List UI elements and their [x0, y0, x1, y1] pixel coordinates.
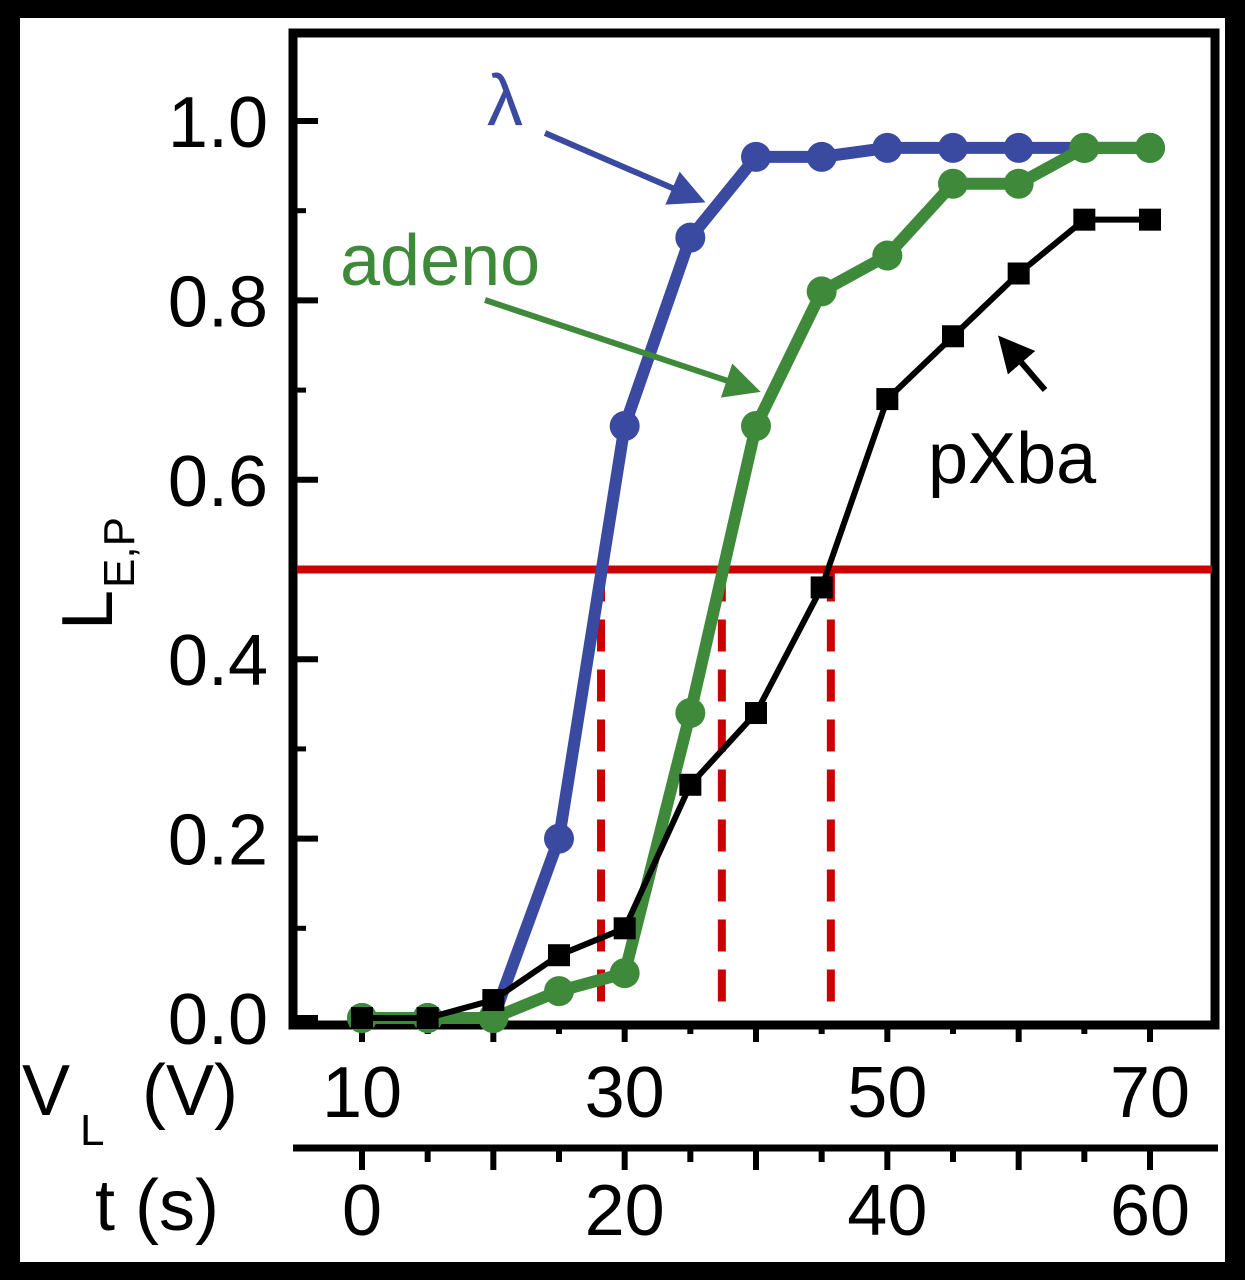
data-point: [544, 823, 574, 854]
data-point: [416, 1007, 439, 1029]
data-point: [810, 576, 833, 599]
secondary-axis-ticks: 0 20 40 60: [342, 1148, 1190, 1251]
y-tick-label: 0.0: [168, 980, 268, 1060]
data-point: [544, 976, 574, 1007]
x-tick-label: 30: [585, 1053, 665, 1133]
data-point: [1069, 132, 1100, 163]
data-point: [1007, 262, 1030, 285]
series-group: [347, 132, 1165, 1033]
y-tick-label: 1.0: [168, 83, 268, 163]
pxba-label: pXba: [928, 419, 1097, 499]
adeno-label: adeno: [340, 221, 540, 301]
secondary-axis-title: t (s): [95, 1166, 219, 1246]
x-axis-title-sub: L: [80, 1106, 104, 1155]
data-point: [942, 325, 964, 348]
x2-tick-label: 60: [1110, 1171, 1190, 1251]
data-point: [675, 222, 706, 253]
y-axis-title-sub: E,P: [95, 517, 144, 588]
data-point: [1139, 208, 1161, 231]
data-point: [1135, 132, 1165, 163]
data-point: [609, 410, 640, 441]
y-tick-label: 0.2: [168, 801, 268, 881]
pxba-arrow: [998, 335, 1048, 392]
data-point: [351, 1007, 373, 1029]
data-point: [938, 168, 968, 199]
x-axis-title-unit: (V): [142, 1051, 238, 1131]
x-axis-ticks: 10 30 50 70: [322, 1021, 1190, 1133]
x2-tick-label: 40: [847, 1171, 927, 1251]
lambda-label: λ: [487, 61, 523, 141]
x2-tick-label: 20: [585, 1171, 665, 1251]
data-point: [1003, 168, 1034, 199]
panel-background: [20, 18, 1225, 1262]
data-point: [745, 702, 767, 725]
data-point: [806, 141, 837, 172]
x-tick-label: 70: [1110, 1053, 1190, 1133]
data-point: [679, 773, 702, 796]
data-point: [872, 240, 903, 271]
annotation-arrows: [484, 130, 1048, 398]
x2-tick-label: 0: [342, 1171, 382, 1251]
data-point: [675, 698, 706, 729]
y-tick-label: 0.6: [168, 442, 268, 522]
data-point: [482, 989, 505, 1012]
x-tick-label: 10: [322, 1053, 402, 1133]
data-point: [938, 132, 968, 163]
y-tick-label: 0.4: [168, 621, 268, 701]
data-point: [741, 141, 771, 172]
y-axis-ticks: 0.0 0.2 0.4 0.6 0.8 1.0: [168, 83, 318, 1060]
y-axis-title: L E,P: [48, 517, 144, 630]
data-point: [876, 388, 899, 411]
data-point: [609, 958, 640, 989]
data-point: [1003, 132, 1034, 163]
lambda-arrow: [543, 130, 706, 205]
data-point: [548, 944, 570, 967]
data-point: [741, 410, 771, 441]
threshold-group: [297, 565, 1212, 1018]
data-point: [1073, 208, 1096, 231]
data-point: [613, 917, 636, 940]
x-axis-title-main: V: [22, 1051, 70, 1131]
data-point: [806, 276, 837, 307]
y-axis-title-main: L: [48, 590, 128, 630]
x-tick-label: 50: [847, 1053, 927, 1133]
adeno-arrow: [484, 297, 761, 398]
data-point: [872, 132, 903, 163]
y-tick-label: 0.8: [168, 262, 268, 342]
